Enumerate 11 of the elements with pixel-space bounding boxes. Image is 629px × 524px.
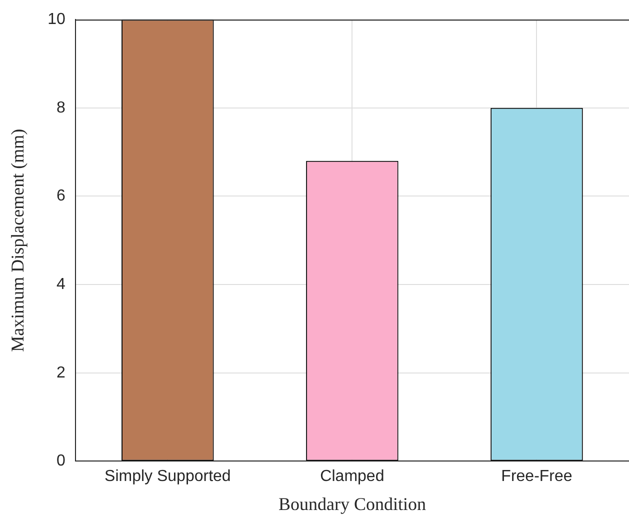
x-tick-label: Clamped [320,468,384,486]
y-tick-label: 0 [56,452,66,470]
y-tick-label: 4 [56,276,66,293]
y-tick-label: 10 [48,11,66,28]
y-tick-label: 2 [56,364,66,382]
y-axis-title: Maximum Displacement (mm) [8,128,28,352]
x-tick-label: Free-Free [501,468,572,486]
y-tick-label: 8 [56,99,66,116]
x-axis-title: Boundary Condition [278,494,426,514]
y-tick-label: 6 [56,188,66,205]
x-tick-label: Simply Supported [104,468,231,486]
